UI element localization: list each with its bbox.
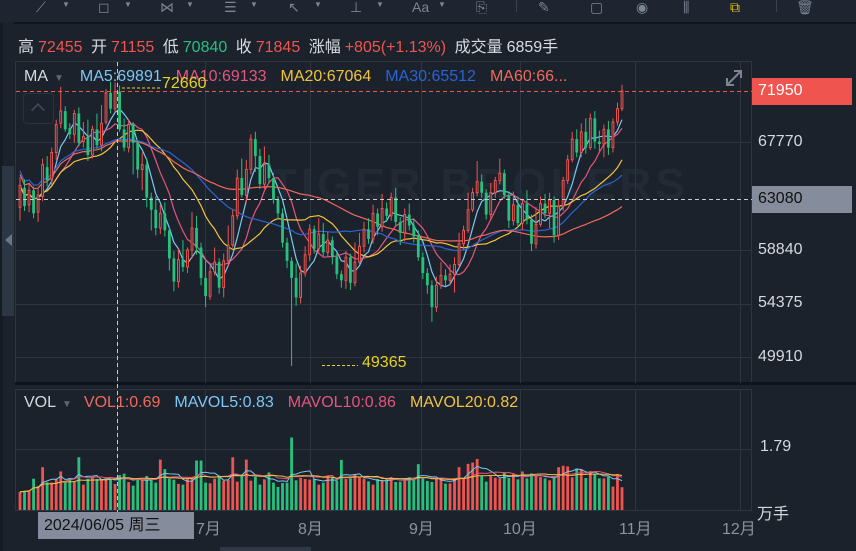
cursor-tool-icon[interactable]: ↖ <box>288 0 300 15</box>
fullscreen-expand-icon[interactable] <box>723 67 745 89</box>
open-label: 开 <box>90 39 107 56</box>
last-price-tag: 71950 <box>752 78 852 105</box>
ma5-value: MA5:69891 <box>79 68 162 85</box>
chevron-down-icon[interactable]: ▼ <box>124 0 132 9</box>
main-indicator-legend: MA ▼ MA5:69891 MA10:69133 MA20:67064 MA30:655… <box>24 68 581 86</box>
change-value: +805(+1.13%) <box>344 39 447 56</box>
close-value: 71845 <box>255 39 301 56</box>
mavol5-value: MAVOL5:0.83 <box>174 394 274 411</box>
period-high-marker: 72660 <box>162 75 207 92</box>
quote-summary: 高 72455 开 71155 低 70840 收 71845 涨幅 +805(+1.13… <box>18 33 562 57</box>
rectangle-tool-icon[interactable]: ◻ <box>98 0 110 15</box>
annotation-tool-icon[interactable]: ⎘ <box>476 0 488 15</box>
fibonacci-tool-icon[interactable]: ☰ <box>224 0 237 15</box>
price-axis-tick: 54375 <box>758 294 803 311</box>
delete-tool-icon[interactable]: 🗑 <box>796 0 814 15</box>
month-tick: 8月 <box>298 521 323 538</box>
low-label: 低 <box>162 39 179 56</box>
ma30-value: MA30:65512 <box>385 68 476 85</box>
chevron-up-icon <box>30 102 46 118</box>
chevron-left-icon <box>5 234 12 246</box>
chevron-down-icon[interactable]: ▼ <box>62 0 70 9</box>
sidebar-toggle[interactable] <box>2 166 14 316</box>
volume-value: 6859手 <box>506 39 559 56</box>
chevron-down-icon[interactable]: ▼ <box>314 0 322 9</box>
volume-indicator-selector[interactable]: VOL <box>24 394 57 411</box>
mavol10-value: MAVOL10:0.86 <box>287 394 396 411</box>
month-tick: 9月 <box>409 521 434 538</box>
ma10-value: MA10:69133 <box>175 68 267 85</box>
chevron-down-icon[interactable]: ▼ <box>438 0 446 9</box>
brush-tool-icon[interactable]: ✎ <box>538 0 550 15</box>
change-label: 涨幅 <box>308 39 341 56</box>
month-tick: 12月 <box>722 521 756 538</box>
indicator-selector[interactable]: MA <box>24 68 48 85</box>
volume-axis-tick: 1.79 <box>760 438 792 455</box>
measure-tool-icon[interactable]: ⊥ <box>350 0 363 15</box>
visibility-tool-icon[interactable]: ◉ <box>636 0 649 15</box>
window-edge <box>0 0 3 551</box>
magnet-tool-icon[interactable]: ⫼ <box>683 0 690 15</box>
crosshair-price-tag: 63080 <box>752 186 852 213</box>
chevron-down-icon[interactable]: ▼ <box>250 0 258 9</box>
toolbar-separator <box>516 0 517 12</box>
text-tool-icon[interactable]: Aa <box>412 0 430 15</box>
indicator-dropdown-icon[interactable]: ▼ <box>54 73 64 84</box>
close-label: 收 <box>235 39 252 56</box>
collapse-panel-button[interactable] <box>23 93 54 124</box>
price-axis-tick: 49910 <box>758 348 803 365</box>
mavol20-value: MAVOL20:0.82 <box>409 394 519 411</box>
volume-label: 成交量 <box>454 39 503 56</box>
price-axis-tick: 58840 <box>758 241 803 258</box>
month-tick: 10月 <box>503 521 537 538</box>
price-axis-tick: 67770 <box>758 133 803 150</box>
low-value: 70840 <box>182 39 228 56</box>
toolbar-separator <box>776 0 777 12</box>
time-scrollbar-thumb[interactable] <box>220 547 311 551</box>
line-tool-icon[interactable]: ⟋ <box>36 0 46 15</box>
ma60-value: MA60:66... <box>489 68 568 85</box>
chevron-down-icon[interactable]: ▼ <box>376 0 384 9</box>
month-tick: 7月 <box>196 521 221 538</box>
layers-tool-icon[interactable]: ⧉ <box>730 0 740 15</box>
open-value: 71155 <box>110 39 155 56</box>
ma20-value: MA20:67064 <box>280 68 372 85</box>
period-low-marker: 49365 <box>362 354 407 371</box>
volume-dropdown-icon[interactable]: ▼ <box>62 399 72 410</box>
high-value: 72455 <box>38 39 83 56</box>
high-label: 高 <box>18 39 35 56</box>
toolbar-divider <box>14 22 856 24</box>
crosshair-date-tag: 2024/06/05 周三 <box>38 512 194 539</box>
pattern-tool-icon[interactable]: ⋈ <box>160 0 174 15</box>
drawing-toolbar: ⟋ ▼ ◻ ▼ ⋈ ▼ ☰ ▼ ↖ ▼ ⊥ ▼ Aa ▼ ⎘ ✎ ▢ ◉ ⫼ ⧉ 🗑 <box>0 0 856 22</box>
vol1-value: VOL1:0.69 <box>83 394 161 411</box>
volume-indicator-legend: VOL ▼ VOL1:0.69 MAVOL5:0.83 MAVOL10:0.86 MAVO… <box>24 394 532 412</box>
lock-tool-icon[interactable]: ▢ <box>590 0 604 15</box>
month-tick: 11月 <box>619 521 652 538</box>
volume-unit-label: 万手 <box>757 506 790 523</box>
chevron-down-icon[interactable]: ▼ <box>186 0 194 9</box>
